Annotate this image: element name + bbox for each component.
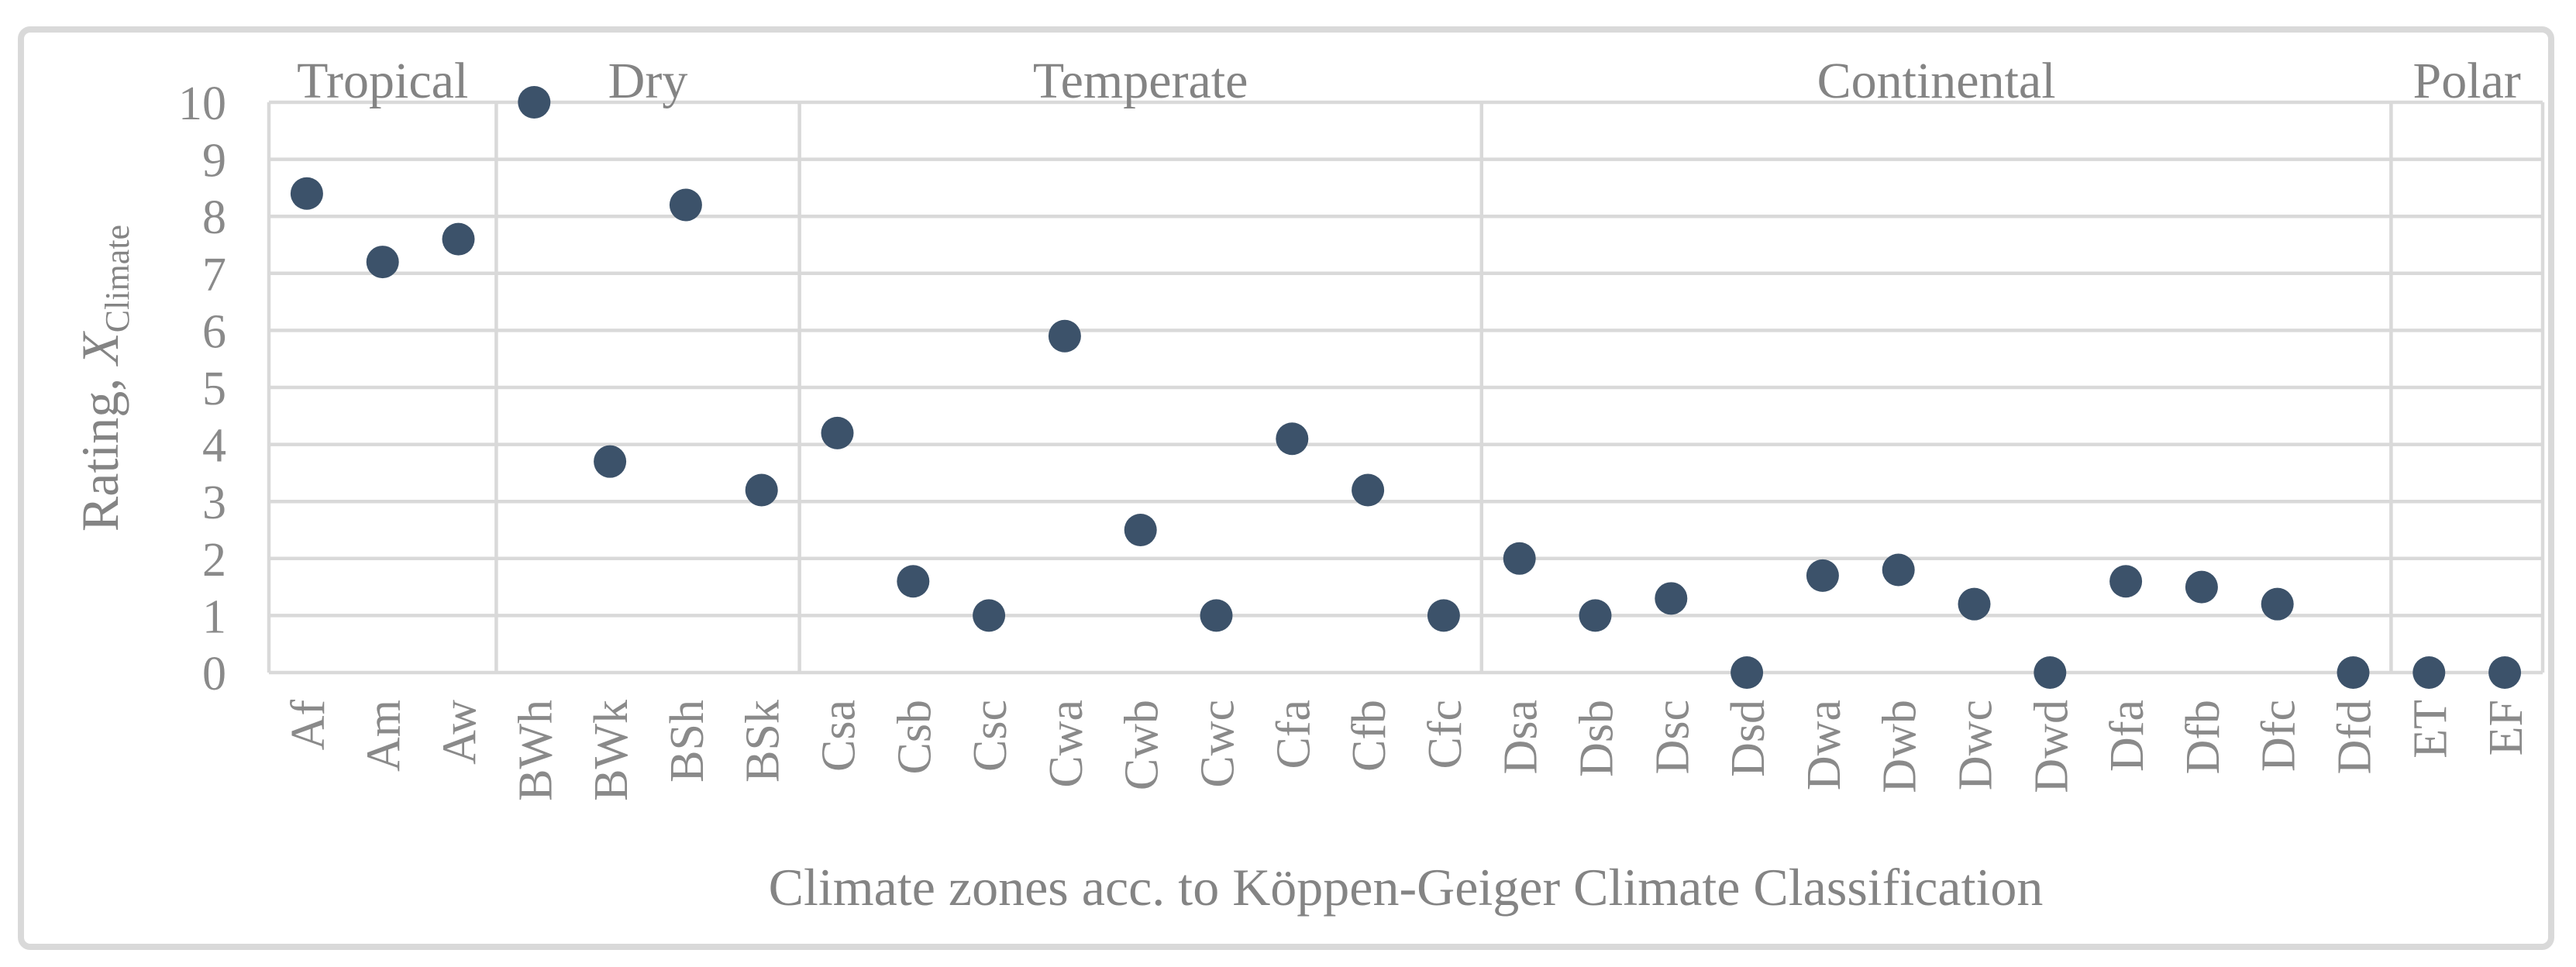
x-tick-Cfa: Cfa [1267,700,1320,769]
data-point-BSh [669,188,702,222]
x-tick-Dfb: Dfb [2177,700,2230,774]
x-tick-Dwa: Dwa [1798,700,1851,790]
y-tick-4: 4 [202,420,226,473]
y-tick-1: 1 [202,590,226,643]
x-tick-Am: Am [358,700,411,772]
x-tick-Dsa: Dsa [1495,700,1548,774]
y-tick-9: 9 [202,135,226,188]
group-label-temperate: Temperate [1033,53,1248,109]
x-tick-Dfc: Dfc [2253,700,2306,772]
y-tick-0: 0 [202,648,226,700]
data-point-Dsa [1503,542,1536,575]
data-point-Cfc [1427,599,1460,632]
data-point-Aw [442,222,475,256]
x-tick-BWk: BWk [585,700,638,801]
x-tick-EF: EF [2480,700,2533,755]
data-point-Dsc [1655,582,1688,615]
x-tick-Af: Af [282,700,335,751]
data-point-Af [290,177,323,210]
data-point-Csb [897,565,930,598]
x-tick-Cwc: Cwc [1192,700,1245,788]
data-point-BWh [518,86,551,119]
data-point-Cwb [1124,514,1157,546]
data-point-EF [2488,656,2522,689]
y-tick-5: 5 [202,363,226,415]
data-point-Cwc [1200,599,1233,632]
data-point-Dfb [2185,570,2218,604]
data-point-Dwa [1806,559,1839,592]
x-tick-Dwd: Dwd [2025,700,2078,793]
x-tick-Dsb: Dsb [1571,700,1624,777]
figure-border [18,26,2554,950]
x-tick-Cfb: Cfb [1343,700,1396,772]
x-tick-Cfc: Cfc [1419,700,1472,769]
x-tick-Cwb: Cwb [1116,700,1169,790]
data-point-BSk [745,473,778,507]
x-tick-Dfa: Dfa [2101,700,2154,772]
x-tick-Dfd: Dfd [2329,700,2381,774]
x-tick-ET: ET [2404,700,2457,759]
data-point-Csc [973,599,1006,632]
y-tick-3: 3 [202,477,226,529]
x-tick-Csc: Csc [964,700,1017,772]
data-point-Dwb [1882,553,1915,587]
data-point-Am [366,246,399,279]
data-point-Dfc [2261,587,2294,621]
y-tick-10: 10 [178,77,226,130]
data-point-Csa [821,416,854,449]
group-label-continental: Continental [1817,53,2056,109]
x-tick-Csb: Csb [888,700,941,774]
y-tick-6: 6 [202,305,226,358]
data-point-Cfb [1352,473,1385,507]
y-tick-2: 2 [202,534,226,587]
data-point-Dwd [2034,656,2067,689]
data-point-ET [2412,656,2446,689]
data-point-Cwa [1048,319,1081,353]
x-tick-BSh: BSh [661,700,714,783]
data-point-Dwc [1958,587,1991,621]
y-axis-title: Rating, XClimate [71,225,136,532]
x-axis-title: Climate zones acc. to Köppen-Geiger Clim… [769,858,2044,917]
data-point-Dfd [2337,656,2370,689]
data-point-Dfa [2109,565,2143,598]
y-tick-8: 8 [202,191,226,244]
x-tick-Dwc: Dwc [1950,700,2003,790]
data-point-BWk [594,445,627,478]
group-label-dry: Dry [608,53,688,109]
x-tick-Dwb: Dwb [1874,700,1927,793]
data-point-Dsd [1731,656,1764,689]
x-tick-Dsd: Dsd [1722,700,1775,777]
data-point-Cfa [1276,422,1309,456]
x-tick-Aw: Aw [434,700,487,765]
x-tick-BWh: BWh [509,700,562,801]
x-tick-Csa: Csa [813,700,866,772]
x-tick-Cwa: Cwa [1040,700,1093,788]
data-point-Dsb [1579,599,1612,632]
x-tick-BSk: BSk [737,700,790,783]
x-tick-Dsc: Dsc [1646,700,1699,774]
group-label-polar: Polar [2413,53,2521,109]
group-label-tropical: Tropical [297,53,468,109]
y-tick-7: 7 [202,249,226,301]
